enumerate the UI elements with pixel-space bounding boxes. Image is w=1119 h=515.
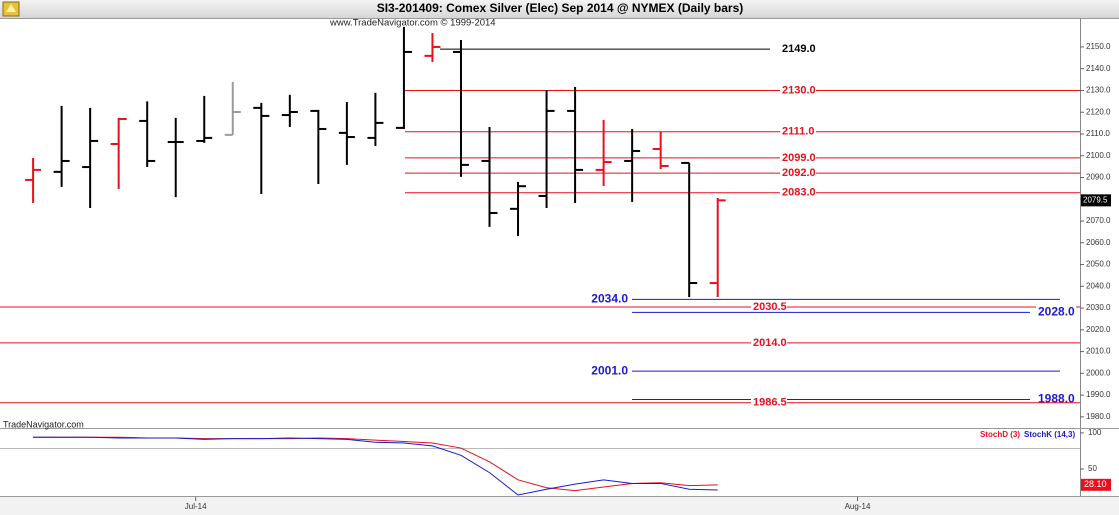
subtitle: www.TradeNavigator.com © 1999-2014: [329, 18, 496, 29]
y-tick-label: 2030.0: [1086, 303, 1111, 312]
label-bg: [780, 167, 816, 180]
level-label: 2130.0: [782, 84, 816, 96]
y-tick-label: 2000.0: [1086, 368, 1111, 377]
value-badge: [1081, 478, 1111, 491]
legend-entry: StochK (14,3): [1024, 430, 1075, 439]
y-tick-label: 2040.0: [1086, 281, 1111, 290]
y-tick-label: 100: [1088, 428, 1102, 437]
level-label: 2001.0: [591, 363, 628, 377]
label-bg: [780, 43, 816, 56]
price-label: 2079.5: [1083, 195, 1108, 204]
x-axis-band: [0, 497, 1119, 515]
y-tick-label: 2130.0: [1086, 86, 1111, 95]
level-label: 2092.0: [782, 167, 816, 179]
level-label: 2083.0: [782, 187, 816, 199]
y-tick-label: 1980.0: [1086, 412, 1111, 421]
x-tick-label: Jul-14: [185, 502, 207, 511]
label-bg: [780, 186, 816, 199]
title-bar: [0, 0, 1119, 18]
y-tick-label: 2090.0: [1086, 173, 1111, 182]
level-label: 2030.5: [753, 301, 787, 313]
label-bg: [751, 336, 787, 349]
stoch-line: [33, 436, 718, 492]
label-bg: [1036, 306, 1076, 319]
label-bg: [780, 151, 816, 164]
level-label: 2111.0: [782, 126, 814, 138]
value-label: 28.10: [1084, 479, 1107, 489]
level-label: 2028.0: [1038, 305, 1075, 319]
stoch-line: [33, 436, 718, 496]
y-tick-label: 2010.0: [1086, 347, 1111, 356]
price-badge: [1081, 194, 1111, 207]
chart-title: SI3-201409: Comex Silver (Elec) Sep 2014…: [377, 1, 744, 15]
label-bg: [751, 300, 787, 313]
x-tick-label: Aug-14: [845, 502, 871, 511]
logo: [2, 1, 20, 17]
level-label: 2034.0: [591, 292, 628, 306]
y-tick-label: 2050.0: [1086, 260, 1111, 269]
y-tick-label: 2120.0: [1086, 107, 1111, 116]
level-label: 1986.5: [753, 397, 787, 409]
y-tick-label: 2110.0: [1086, 129, 1110, 138]
level-label: 2149.0: [782, 43, 816, 55]
y-tick-label: 2100.0: [1086, 151, 1111, 160]
y-tick-label: 2140.0: [1086, 64, 1111, 73]
y-tick-label: 2150.0: [1086, 42, 1111, 51]
label-bg: [751, 396, 787, 409]
y-tick-label: 50: [1088, 464, 1097, 473]
y-tick-label: 2070.0: [1086, 216, 1111, 225]
label-bg: [780, 84, 816, 97]
level-label: 1988.0: [1038, 392, 1075, 406]
y-tick-label: 1990.0: [1086, 390, 1111, 399]
watermark: TradeNavigator.com: [3, 419, 84, 429]
y-tick-label: 2060.0: [1086, 238, 1111, 247]
level-label: 2099.0: [782, 152, 816, 164]
legend-entry: StochD (3): [980, 430, 1020, 439]
y-tick-label: 2020.0: [1086, 325, 1111, 334]
label-bg: [780, 125, 816, 138]
level-label: 2014.0: [753, 337, 787, 349]
